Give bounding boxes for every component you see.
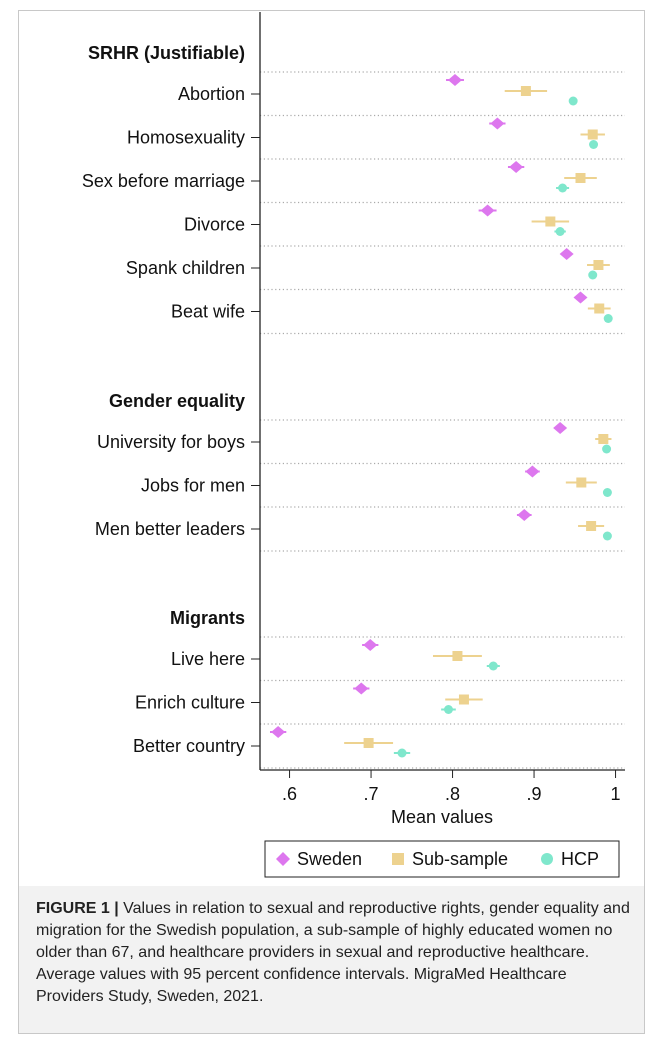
item-label: Enrich culture (135, 693, 245, 713)
point-sweden (354, 682, 369, 695)
caption-text: Values in relation to sexual and reprodu… (36, 900, 630, 1005)
legend-marker-sub-sample (392, 853, 404, 865)
point-hcp (588, 270, 598, 280)
point-sub-sample (593, 260, 604, 270)
point-sub-sample (363, 738, 374, 748)
caption-label: FIGURE 1 | (36, 900, 119, 917)
point-sub-sample (587, 129, 598, 140)
point-sub-sample (575, 173, 586, 183)
point-sub-sample (520, 86, 531, 96)
point-sweden (447, 74, 462, 86)
point-sweden (525, 465, 540, 478)
point-sub-sample (576, 477, 587, 488)
item-label: Homosexuality (127, 128, 245, 148)
x-tick-label: .6 (282, 784, 297, 804)
legend-marker-hcp (541, 853, 553, 865)
point-sub-sample (594, 303, 605, 314)
point-sweden (480, 204, 495, 217)
point-hcp (397, 748, 407, 758)
point-sweden (573, 291, 588, 304)
legend-label-sweden: Sweden (297, 849, 362, 869)
item-label: Beat wife (171, 302, 245, 322)
point-sweden (490, 117, 505, 130)
item-label: University for boys (97, 432, 245, 452)
item-label: Live here (171, 649, 245, 669)
x-axis-label: Mean values (391, 807, 493, 827)
point-sub-sample (598, 434, 609, 444)
point-hcp (488, 661, 498, 671)
item-label: Men better leaders (95, 519, 245, 539)
group-heading: Gender equality (109, 391, 245, 411)
point-hcp (589, 140, 599, 149)
item-label: Jobs for men (141, 476, 245, 496)
legend-box (264, 840, 620, 878)
point-hcp (603, 314, 613, 323)
point-hcp (443, 705, 453, 714)
legend-marker-sweden (276, 852, 290, 866)
caption-background (19, 886, 644, 1033)
point-hcp (602, 444, 612, 454)
chart: SRHR (Justifiable) Abortion Homosexuality S… (82, 12, 625, 878)
x-tick-label: .7 (364, 784, 379, 804)
group-heading: SRHR (Justifiable) (88, 43, 245, 63)
item-label: Better country (133, 736, 245, 756)
point-sweden (271, 726, 286, 738)
group-heading: Migrants (170, 608, 245, 628)
point-hcp (568, 96, 578, 106)
point-sweden (559, 248, 574, 260)
point-hcp (602, 488, 612, 497)
point-sub-sample (452, 651, 463, 661)
point-sweden (553, 422, 568, 434)
point-sub-sample (545, 216, 556, 227)
item-label: Abortion (178, 84, 245, 104)
point-hcp (555, 227, 565, 236)
point-hcp (558, 183, 568, 193)
x-tick-label: .9 (527, 784, 542, 804)
legend-label-hcp: HCP (561, 849, 599, 869)
point-sub-sample (586, 521, 597, 531)
point-sweden (517, 509, 532, 521)
point-sweden (509, 161, 524, 173)
item-label: Sex before marriage (82, 171, 245, 191)
point-sweden (363, 639, 378, 651)
figure-caption: FIGURE 1 | Values in relation to sexual … (36, 898, 631, 1008)
point-sub-sample (458, 694, 469, 705)
item-label: Spank children (126, 258, 245, 278)
point-hcp (602, 531, 612, 541)
x-tick-label: 1 (611, 784, 621, 804)
legend-label-sub-sample: Sub-sample (412, 849, 508, 869)
x-tick-label: .8 (445, 784, 460, 804)
item-label: Divorce (184, 215, 245, 235)
